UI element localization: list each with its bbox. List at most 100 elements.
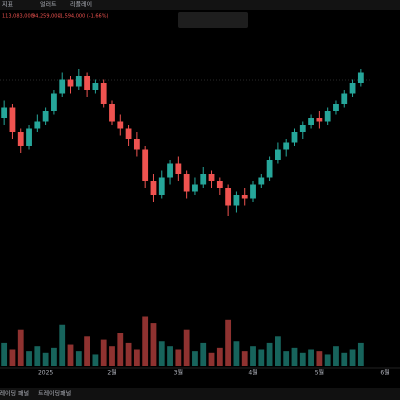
volume-bar: [225, 319, 232, 366]
candle-body: [200, 174, 207, 185]
candle-body: [117, 121, 124, 129]
candle-body: [192, 184, 198, 192]
top-bar: [0, 0, 400, 10]
x-tick-label: 6월: [380, 369, 389, 377]
candle-body: [299, 125, 306, 132]
volume-bar: [241, 351, 248, 366]
candle-body: [250, 184, 256, 199]
volume-bar: [291, 347, 298, 366]
candle-body: [133, 139, 140, 150]
candle-body: [100, 83, 107, 104]
candle-body: [109, 104, 115, 122]
x-tick-label: 2025: [38, 370, 53, 377]
candle-body: [84, 76, 91, 90]
volume-bar: [333, 346, 339, 366]
x-tick-label: 5월: [315, 369, 324, 377]
volume-bar: [51, 347, 57, 366]
volume-bar: [42, 352, 49, 366]
candle-body: [349, 83, 356, 94]
candle-body: [75, 76, 82, 87]
candle-body: [225, 188, 232, 206]
candle-body: [26, 128, 32, 146]
candle-body: [125, 128, 132, 139]
quote-high: 113,083,000: [2, 14, 34, 20]
volume-bar: [92, 354, 99, 366]
volume-bar: [84, 336, 91, 366]
candle-body: [175, 163, 182, 174]
volume-bar: [357, 342, 364, 366]
candle-body: [316, 118, 323, 122]
candle-body: [308, 118, 314, 125]
volume-bar: [167, 346, 173, 366]
volume-bar: [233, 341, 240, 366]
candle-body: [67, 79, 74, 87]
candle-body: [92, 83, 99, 90]
x-tick-label: 2월: [107, 369, 116, 377]
candle-body: [341, 93, 348, 104]
candle-body: [266, 160, 273, 178]
candle-body: [241, 195, 248, 199]
quote-change: -1,594,000 (-1.66%): [58, 14, 108, 20]
candle-body: [167, 163, 173, 178]
alert-button[interactable]: 얼러트: [40, 1, 57, 9]
volume-bar: [117, 333, 124, 366]
volume-bar: [1, 342, 8, 366]
volume-bar: [308, 349, 314, 366]
candle-body: [283, 142, 290, 150]
volume-bar: [59, 324, 66, 366]
footer-tab[interactable]: 트레이딩패널: [38, 390, 71, 398]
volume-bar: [349, 349, 356, 366]
volume-bar: [316, 351, 323, 366]
replay-button[interactable]: 리플레이: [70, 1, 92, 9]
candle-body: [291, 132, 298, 143]
candle-body: [333, 104, 339, 111]
candle-body: [150, 181, 157, 195]
volume-bar: [67, 344, 74, 366]
volume-bar: [26, 351, 32, 366]
indicator-button[interactable]: 지표: [2, 1, 14, 9]
drawing-toolbar: [178, 12, 248, 28]
volume-bar: [341, 352, 348, 366]
volume-bar: [183, 329, 190, 366]
volume-bar: [125, 342, 132, 366]
volume-bar: [299, 352, 306, 366]
volume-bar: [109, 346, 115, 366]
candle-body: [9, 107, 16, 132]
quote-low: 94,259,000: [32, 14, 61, 20]
volume-bar: [100, 339, 107, 366]
volume-bar: [175, 349, 182, 366]
volume-bar: [150, 323, 157, 366]
volume-bar: [200, 342, 207, 366]
volume-bar: [142, 316, 149, 366]
candle-body: [34, 121, 41, 129]
candle-body: [59, 79, 66, 94]
candle-body: [274, 149, 281, 160]
candle-body: [324, 111, 331, 122]
volume-bar: [192, 351, 198, 366]
candle-body: [142, 149, 149, 181]
volume-bar: [283, 351, 290, 366]
candle-body: [216, 181, 223, 188]
volume-bar: [266, 342, 273, 366]
volume-bar: [17, 329, 24, 366]
candle-body: [258, 177, 265, 185]
volume-bar: [258, 349, 265, 366]
candle-body: [51, 93, 57, 111]
volume-bar: [324, 354, 331, 366]
x-tick-label: 3월: [174, 369, 183, 377]
volume-bar: [250, 346, 256, 366]
volume-bar: [133, 349, 140, 366]
candle-body: [357, 72, 364, 83]
footer-tab[interactable]: 트레이딩 패널: [0, 390, 29, 398]
candle-body: [158, 177, 165, 195]
candle-body: [17, 132, 24, 146]
volume-bar: [34, 346, 41, 366]
candle-body: [233, 195, 240, 206]
x-tick-label: 4월: [248, 369, 257, 377]
candle-body: [208, 174, 215, 181]
volume-bar: [274, 336, 281, 366]
volume-bar: [158, 341, 165, 366]
candle-body: [42, 111, 49, 122]
